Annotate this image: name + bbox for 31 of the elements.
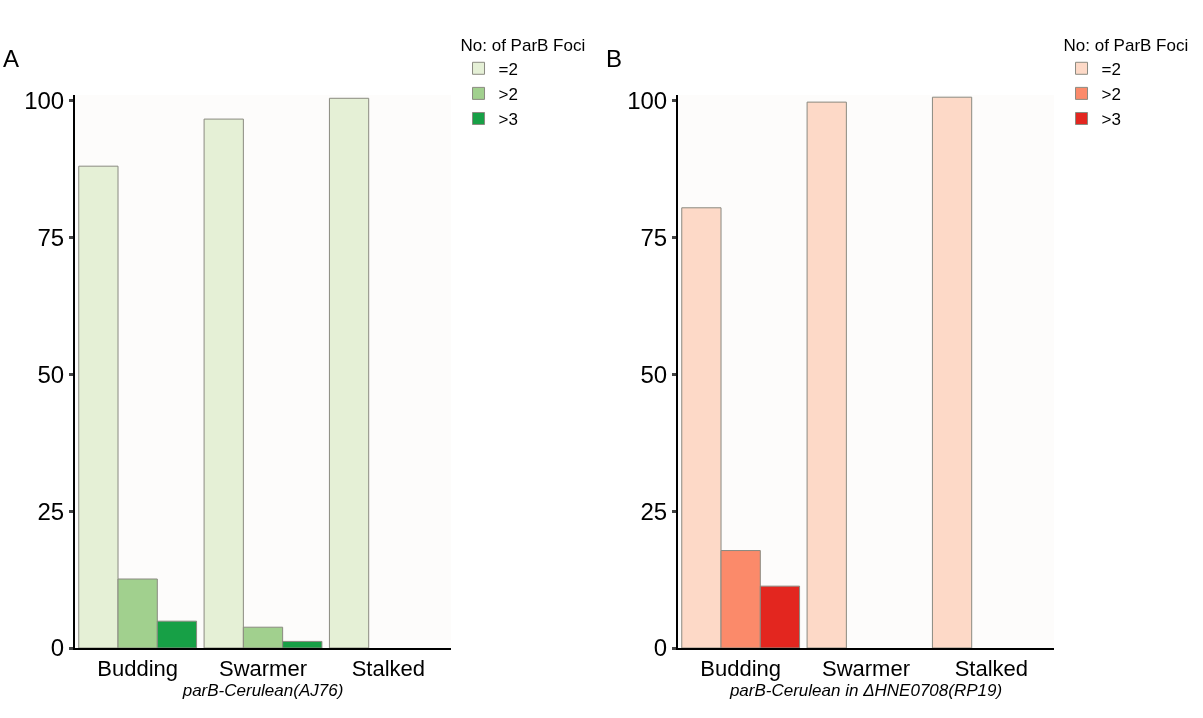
legend-label: >3 [1101,110,1121,130]
x-tick-label: Stalked [954,656,1029,682]
x-tick-label: Swarmer [218,656,308,682]
legend-label: >2 [498,85,518,105]
legend-title: No: of ParB Foci [1063,35,1189,55]
chart-title: B [606,45,623,73]
x-axis-title: parB-Cerulean(AJ76) [181,681,344,701]
bar [806,101,847,648]
y-tick-label: 50 [640,360,668,388]
x-tick-label: Stalked [351,656,426,682]
legend-label: =2 [1101,59,1121,79]
x-tick-label: Budding [97,656,179,682]
bar [328,97,370,648]
y-tick-label: 100 [24,86,65,114]
legend-title: No: of ParB Foci [460,35,586,55]
legend-label: =2 [498,59,518,79]
y-tick-label: 75 [37,223,65,251]
x-tick-label: Budding [700,656,782,682]
y-tick-label: 0 [653,634,668,662]
legend-label: >2 [1101,85,1121,105]
y-tick-label: 100 [627,86,668,114]
y-tick-label: 25 [37,497,65,525]
y-tick-label: 25 [640,497,668,525]
chart-title: A [3,45,20,73]
legend-label: >3 [498,110,518,130]
x-axis-title: parB-Cerulean in ΔHNE0708(RP19) [728,681,1003,701]
y-tick-label: 50 [37,360,65,388]
y-tick-label: 75 [640,223,668,251]
x-tick-label: Swarmer [821,656,911,682]
bar [931,96,973,648]
y-tick-label: 0 [50,634,65,662]
